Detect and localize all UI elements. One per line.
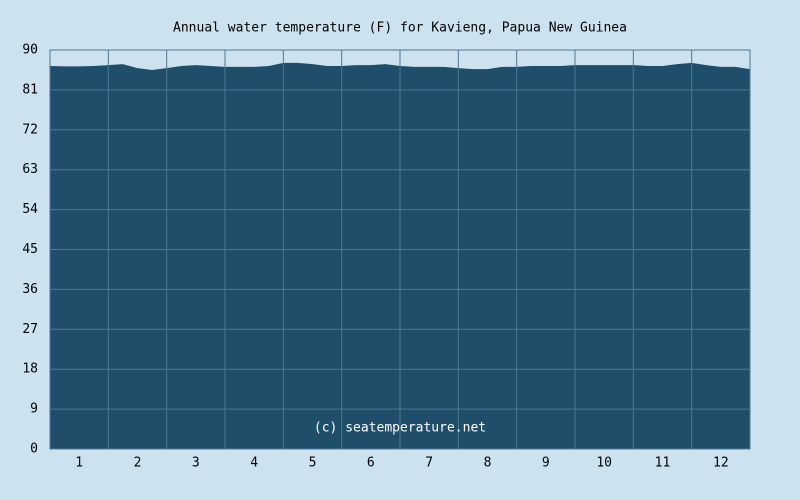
y-tick-label: 45 <box>22 242 38 257</box>
y-tick-label: 54 <box>22 202 38 217</box>
x-tick-label: 7 <box>425 456 433 471</box>
y-tick-label: 9 <box>30 402 38 417</box>
x-tick-label: 4 <box>250 456 258 471</box>
y-tick-label: 63 <box>22 162 38 177</box>
y-tick-label: 0 <box>30 442 38 457</box>
y-tick-label: 72 <box>22 122 38 137</box>
x-tick-label: 3 <box>192 456 200 471</box>
chart-title: Annual water temperature (F) for Kavieng… <box>173 21 627 36</box>
x-tick-label: 1 <box>75 456 83 471</box>
x-tick-label: 12 <box>713 456 729 471</box>
x-tick-label: 9 <box>542 456 550 471</box>
y-tick-label: 18 <box>22 362 38 377</box>
x-tick-label: 6 <box>367 456 375 471</box>
x-tick-label: 10 <box>596 456 612 471</box>
y-tick-label: 81 <box>22 82 38 97</box>
x-tick-label: 5 <box>309 456 317 471</box>
x-tick-label: 8 <box>484 456 492 471</box>
y-tick-label: 27 <box>22 322 38 337</box>
x-tick-label: 2 <box>134 456 142 471</box>
x-tick-label: 11 <box>655 456 671 471</box>
plot-border <box>49 49 751 450</box>
y-tick-label: 36 <box>22 282 38 297</box>
y-tick-label: 90 <box>22 43 38 58</box>
watermark: (c) seatemperature.net <box>314 421 486 436</box>
